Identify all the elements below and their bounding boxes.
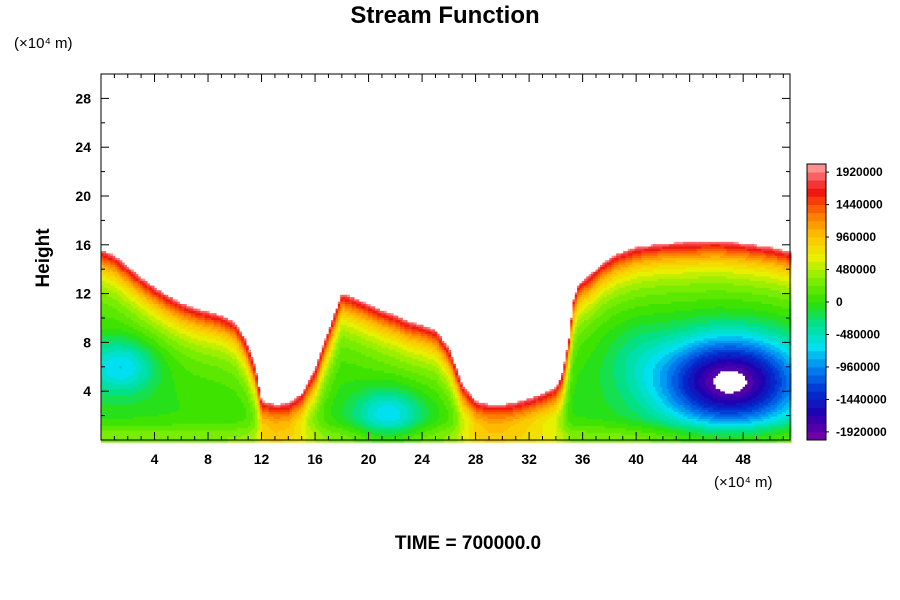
- colorbar-swatch: [807, 277, 826, 287]
- colorbar-swatch: [807, 172, 826, 181]
- x-tick-label: 4: [151, 451, 159, 467]
- colorbar-swatch: [807, 253, 826, 262]
- colorbar-swatch: [807, 302, 826, 311]
- colorbar-tick-label: -1440000: [836, 392, 887, 406]
- colorbar-swatch: [807, 326, 826, 335]
- colorbar-swatch: [807, 245, 826, 254]
- x-tick-label: 36: [575, 451, 591, 467]
- colorbar-swatch: [807, 310, 826, 319]
- y-tick-label: 8: [83, 334, 91, 350]
- colorbar-swatch: [807, 261, 826, 270]
- colorbar-swatch: [807, 431, 826, 441]
- colorbar-tick-label: 480000: [836, 263, 876, 277]
- colorbar-tick-label: 0: [836, 295, 843, 309]
- colorbar-swatch: [807, 204, 826, 214]
- colorbar: 1920000 1440000 960000 480000 0 -480000 -96000…: [806, 163, 887, 441]
- colorbar-swatch: [807, 334, 826, 343]
- colorbar-swatch: [807, 318, 826, 327]
- x-tick-label: 44: [682, 451, 698, 467]
- x-axis-ticks: 4 8 12 16 20 24 28 32 36 40 44 48: [100, 74, 784, 467]
- colorbar-swatch: [807, 228, 826, 238]
- colorbar-swatch: [807, 366, 826, 376]
- y-tick-label: 24: [75, 139, 91, 155]
- x-tick-label: 20: [361, 451, 377, 467]
- colorbar-swatch: [807, 415, 826, 425]
- colorbar-swatch: [807, 164, 826, 173]
- colorbar-tick-label: 1920000: [836, 165, 883, 179]
- x-tick-label: 28: [468, 451, 484, 467]
- colorbar-swatch: [807, 293, 826, 303]
- x-axis-unit: (×10⁴ m): [714, 474, 773, 491]
- x-tick-label: 40: [628, 451, 644, 467]
- y-tick-label: 4: [83, 383, 91, 399]
- colorbar-swatch: [807, 399, 826, 408]
- colorbar-swatch: [807, 358, 826, 368]
- colorbar-tick-label: -960000: [836, 360, 880, 374]
- y-tick-label: 16: [75, 237, 91, 253]
- y-tick-label: 28: [75, 90, 91, 106]
- colorbar-tick-label: -480000: [836, 327, 880, 341]
- colorbar-tick-label: -1920000: [836, 425, 887, 439]
- colorbar-swatch: [807, 375, 826, 384]
- colorbar-swatch: [807, 423, 826, 433]
- colorbar-swatch: [807, 285, 826, 295]
- x-tick-label: 8: [204, 451, 212, 467]
- plot-frame: [100, 73, 791, 441]
- y-axis-label: Height: [33, 228, 54, 288]
- y-tick-label: 20: [75, 188, 91, 204]
- y-tick-label: 12: [75, 286, 91, 302]
- colorbar-swatch: [807, 391, 826, 400]
- x-tick-label: 32: [521, 451, 537, 467]
- x-tick-label: 48: [735, 451, 751, 467]
- colorbar-swatch: [807, 196, 826, 205]
- x-tick-label: 16: [307, 451, 323, 467]
- colorbar-tick-label: 1440000: [836, 198, 883, 212]
- y-axis-ticks: 4 8 12 16 20 24 28: [75, 90, 790, 417]
- x-tick-label: 24: [414, 451, 430, 467]
- colorbar-swatch: [807, 220, 826, 230]
- colorbar-swatch: [807, 383, 826, 392]
- x-tick-label: 12: [254, 451, 270, 467]
- colorbar-swatch: [807, 350, 826, 360]
- colorbar-swatch: [807, 269, 826, 279]
- colorbar-swatch: [807, 212, 826, 222]
- colorbar-swatch: [807, 180, 826, 189]
- colorbar-swatch: [807, 407, 826, 417]
- time-label: TIME = 700000.0: [395, 533, 541, 554]
- chart-title: Stream Function: [350, 2, 539, 29]
- colorbar-swatch: [807, 237, 826, 246]
- colorbar-swatch: [807, 342, 826, 352]
- colorbar-tick-label: 960000: [836, 230, 876, 244]
- colorbar-swatch: [807, 188, 826, 197]
- y-axis-unit: (×10⁴ m): [14, 35, 73, 52]
- contour-field: [101, 241, 792, 443]
